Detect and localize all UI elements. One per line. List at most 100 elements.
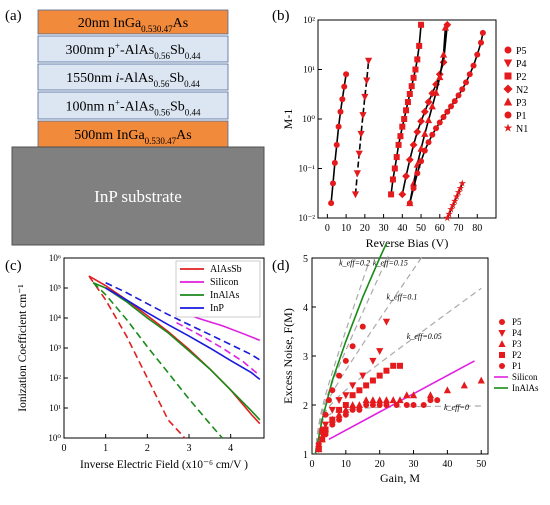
layer-3 (37, 91, 229, 120)
data-point (349, 343, 356, 350)
data-point (396, 396, 404, 404)
legend-label: P2 (516, 72, 527, 83)
data-point (349, 392, 356, 399)
data-point (321, 421, 330, 429)
panel-d-label: (d) (272, 258, 290, 274)
data-point (333, 141, 340, 148)
data-point (404, 99, 411, 106)
y-tick-label: 3 (303, 352, 308, 363)
panel-a-label: (a) (5, 8, 22, 24)
data-point (357, 130, 365, 138)
data-point (329, 180, 336, 187)
data-point (445, 210, 453, 218)
keff-label: k_eff=0.15 (373, 258, 408, 267)
data-point (319, 436, 326, 443)
data-point (391, 165, 398, 172)
x-axis-label: Inverse Electric Field (x10⁻⁶ cm/V ) (80, 459, 248, 471)
legend-label: N2 (516, 85, 528, 96)
x-tick-label: 30 (409, 459, 419, 470)
legend-label: InAlAs (210, 290, 240, 301)
keff-curve (314, 287, 482, 455)
data-point (341, 83, 348, 90)
data-point (349, 401, 357, 408)
data-point (427, 397, 434, 404)
data-point (443, 214, 451, 222)
data-point (425, 139, 432, 146)
data-point (421, 147, 428, 154)
data-point (315, 446, 322, 453)
panel-c-label: (c) (5, 258, 22, 274)
panel-d: (d) 0 10 20 30 40 50 1 2 3 4 5 Gain, M Excess Noise,… (272, 242, 539, 485)
data-point (355, 150, 363, 158)
legend-label: P3 (512, 339, 522, 349)
data-point (356, 406, 363, 413)
data-point (329, 416, 336, 423)
layer-1 (37, 35, 229, 63)
data-point (342, 392, 350, 400)
series-line (92, 282, 223, 439)
data-point (428, 89, 437, 98)
y-tick-label: 4 (303, 303, 308, 314)
data-point (439, 50, 448, 58)
x-tick-label: 3 (187, 443, 192, 454)
legend-label: P3 (516, 98, 527, 109)
data-point (369, 402, 376, 408)
data-point (503, 123, 513, 132)
layer-label-1: 300nm p+-AlAs0.56Sb0.44 (66, 41, 202, 61)
x-axis-label: Gain, M (380, 471, 420, 485)
data-point (355, 401, 363, 408)
x-tick-label: 2 (145, 443, 150, 454)
data-point (351, 191, 360, 199)
data-point (451, 98, 458, 105)
data-point (331, 159, 338, 166)
data-point (397, 362, 403, 369)
data-point (376, 372, 383, 379)
data-point (432, 88, 440, 96)
series-line (105, 287, 261, 380)
data-point (424, 98, 433, 106)
x-tick-label: 10 (341, 459, 351, 470)
data-point (359, 323, 366, 330)
keff-label: k_eff=0.05 (407, 332, 442, 341)
keff-label: k_eff=0.1 (386, 293, 417, 302)
data-point (459, 86, 466, 93)
data-point (413, 127, 422, 136)
x-tick-label: 80 (472, 223, 482, 234)
x-tick-label: 0 (62, 443, 67, 454)
data-point (382, 396, 391, 404)
data-point (339, 96, 346, 103)
data-point (389, 396, 397, 404)
data-point (337, 108, 344, 115)
data-point (388, 191, 395, 198)
legend-label: P1 (516, 111, 527, 122)
data-point (336, 416, 343, 423)
data-point (363, 77, 371, 85)
data-point (376, 348, 384, 355)
y-tick-label: 10⁰ (48, 433, 61, 443)
data-point (416, 42, 423, 49)
data-point (335, 410, 343, 418)
y-tick-label: 10³ (49, 343, 61, 353)
data-point (455, 92, 462, 99)
y-tick-label: 5 (303, 254, 308, 265)
data-point (382, 318, 391, 326)
x-tick-label: 0 (310, 459, 315, 470)
legend-label: InP (210, 303, 224, 314)
data-point (343, 71, 350, 78)
layer-label-4: 500nm InGa0.530.47As (74, 128, 191, 146)
y-tick-label: 10² (303, 15, 315, 25)
data-point (328, 406, 336, 414)
data-point (424, 116, 433, 124)
data-point (428, 102, 436, 110)
data-point (412, 66, 419, 73)
data-point (499, 363, 505, 369)
data-point (498, 330, 506, 337)
panel-b: (b) 0 10 20 30 40 50 60 70 80 10⁻² 10⁻¹ 10⁰ 10¹ 10² Re… (272, 8, 528, 250)
data-point (393, 154, 400, 161)
data-point (363, 402, 370, 408)
data-point (503, 59, 513, 68)
y-axis-label: Excess Noise, F(M) (281, 308, 295, 404)
data-point (426, 391, 435, 399)
legend-label: P2 (512, 350, 522, 360)
data-point (405, 155, 414, 164)
